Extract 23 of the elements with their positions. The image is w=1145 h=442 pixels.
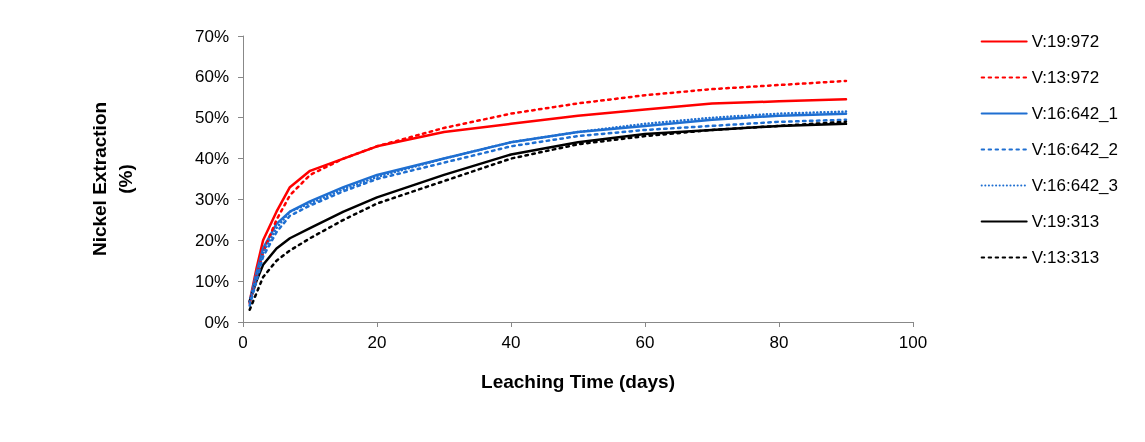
x-axis-title: Leaching Time (days) bbox=[481, 371, 675, 392]
y-tick-label: 30% bbox=[194, 189, 229, 209]
y-tick-label: 10% bbox=[194, 271, 229, 291]
y-tick-label: 60% bbox=[194, 67, 229, 87]
y-tick-label: 40% bbox=[194, 149, 229, 169]
x-tick-label: 60 bbox=[635, 333, 655, 352]
legend-label: V:16:642_2 bbox=[1031, 140, 1119, 159]
legend-label: V:16:642_3 bbox=[1031, 176, 1119, 195]
legend-label: V:19:972 bbox=[1031, 32, 1100, 51]
x-tick-label: 20 bbox=[367, 333, 387, 352]
y-axis-title: Nickel Extraction (%) bbox=[88, 101, 136, 257]
y-tick-label: 50% bbox=[194, 108, 229, 128]
y-tick-label: 20% bbox=[194, 230, 229, 250]
x-tick-label: 80 bbox=[769, 333, 789, 352]
legend-label: V:13:972 bbox=[1031, 68, 1100, 87]
y-tick-label: 70% bbox=[194, 26, 229, 46]
legend-label: V:19:313 bbox=[1031, 212, 1100, 231]
legend-label: V:13:313 bbox=[1031, 248, 1100, 267]
x-tick-label: 40 bbox=[501, 333, 521, 352]
legend-label: V:16:642_1 bbox=[1031, 104, 1119, 123]
x-tick-label: 0 bbox=[238, 333, 248, 352]
x-tick-label: 100 bbox=[898, 333, 928, 352]
y-tick-label: 0% bbox=[204, 312, 229, 332]
